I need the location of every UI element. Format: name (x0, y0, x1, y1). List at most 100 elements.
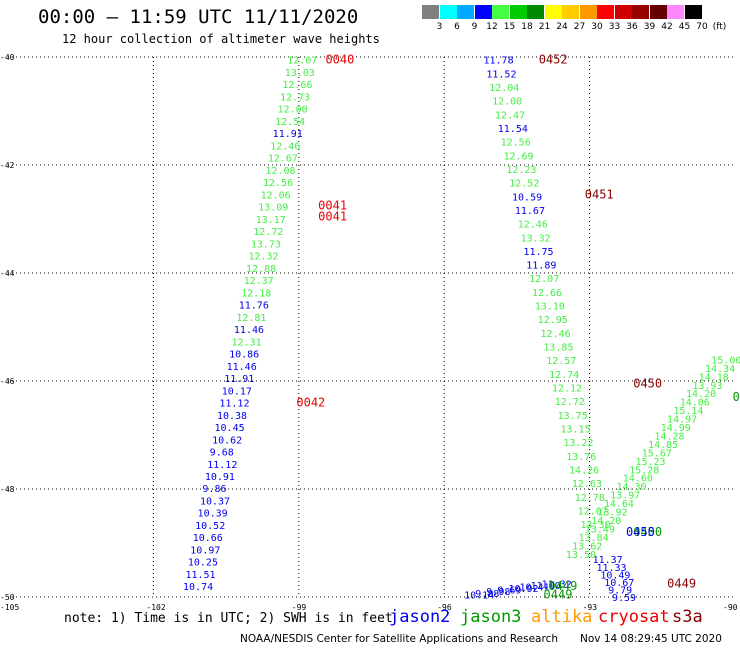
swh-value-label: 13.09 (258, 203, 288, 214)
swh-value-label: 14.30 (616, 482, 646, 493)
pass-id-label: 0450 (626, 525, 655, 539)
scale-swatch (632, 5, 649, 19)
swh-value-label: 10.74 (183, 582, 213, 593)
swh-value-label: 14.99 (661, 423, 691, 434)
swh-value-label: 13.15 (560, 424, 590, 435)
scale-label: 27 (573, 22, 586, 32)
scale-swatch (597, 5, 614, 19)
pass-id-label: 04 (733, 390, 740, 404)
swh-value-label: 13.97 (610, 491, 640, 502)
pass-id-label: 0449 (544, 587, 573, 601)
swh-value-label: 12.46 (518, 220, 548, 231)
swh-value-label: 13.93 (692, 381, 722, 392)
swh-value-label: 13.75 (558, 411, 588, 422)
scale-label: 6 (454, 22, 460, 32)
swh-value-label: 10.41 (520, 583, 550, 594)
x-tick-label: -96 (437, 603, 452, 612)
swh-value-label: 12.32 (248, 252, 278, 263)
swh-value-label: 13.62 (572, 541, 602, 552)
swh-value-label: 10.66 (193, 533, 223, 544)
scale-swatch (457, 5, 474, 19)
swh-value-label: 12.07 (578, 506, 608, 517)
scale-label: 18 (521, 22, 533, 32)
swh-value-label: 11.32 (542, 580, 572, 591)
swh-value-label: 14.20 (591, 516, 621, 527)
swh-value-label: 12.04 (489, 83, 519, 94)
x-tick-label: -105 (0, 603, 19, 612)
swh-value-label: 12.63 (572, 479, 602, 490)
y-tick-label: -42 (0, 161, 15, 170)
x-tick-label: -102 (146, 603, 165, 612)
swh-value-label: 13.76 (566, 452, 596, 463)
scale-label: 15 (503, 22, 516, 32)
swh-value-label: 15.00 (711, 355, 740, 366)
pass-id-label: 0451 (585, 188, 614, 202)
y-tick-label: -40 (0, 53, 15, 62)
x-tick-label: -93 (583, 603, 598, 612)
swh-value-label: 11.54 (498, 124, 528, 135)
pass-id-label: 0450 (633, 377, 662, 391)
swh-value-label: 9.59 (612, 593, 636, 604)
swh-value-label: 11.67 (515, 206, 545, 217)
pass-id-label: 0041 (318, 199, 347, 213)
swh-value-label: 10.97 (190, 545, 220, 556)
swh-value-label: 12.73 (280, 92, 310, 103)
swh-value-label: 12.07 (529, 274, 559, 285)
swh-value-label: 11.91 (224, 374, 254, 385)
pass-id-label: 0042 (296, 396, 325, 410)
swh-value-label: 12.74 (549, 370, 579, 381)
swh-value-label: 11.37 (593, 555, 623, 566)
swh-value-label: 9.69 (497, 586, 521, 597)
swh-value-label: 12.52 (509, 179, 539, 190)
scale-swatch (527, 5, 544, 19)
swh-value-label: 12.66 (532, 288, 562, 299)
pass-id-label: 0449 (667, 577, 696, 591)
swh-value-label: 10.92 (508, 584, 538, 595)
swh-value-label: 14.20 (686, 389, 716, 400)
swh-value-label: 10.38 (217, 411, 247, 422)
chart-subtitle: 12 hour collection of altimeter wave hei… (62, 32, 380, 46)
scale-swatch (649, 5, 667, 19)
scale-label: 70 (696, 22, 708, 32)
swh-value-label: 10.91 (205, 472, 235, 483)
y-tick-label: -44 (0, 269, 15, 278)
scale-label: 30 (591, 22, 603, 32)
swh-value-label: 13.73 (251, 239, 281, 250)
scale-label: 33 (608, 22, 621, 32)
swh-value-label: 10.37 (200, 496, 230, 507)
swh-value-label: 11.75 (523, 247, 553, 258)
scale-swatch (422, 5, 439, 19)
satellite-altika: altika (531, 607, 593, 627)
swh-value-label: 11.89 (526, 261, 556, 272)
swh-value-label: 14.85 (648, 440, 678, 451)
scale-swatch (562, 5, 579, 19)
chart-title: 00:00 – 11:59 UTC 11/11/2020 (38, 6, 359, 28)
scale-swatch (579, 5, 597, 19)
swh-value-label: 12.23 (506, 165, 536, 176)
scale-label: 3 (436, 22, 443, 32)
swh-value-label: 15.28 (629, 465, 659, 476)
swh-value-label: 11.46 (227, 362, 257, 373)
swh-value-label: 12.56 (501, 138, 531, 149)
swh-value-label: 13.50 (566, 550, 596, 561)
swh-value-label: 12.56 (263, 178, 293, 189)
swh-value-label: 11.51 (185, 570, 215, 581)
pass-id-label: 0452 (539, 53, 568, 67)
swh-value-label: 14.60 (623, 474, 653, 485)
swh-value-label: 12.95 (538, 315, 568, 326)
swh-value-label: 11.12 (207, 460, 237, 471)
scale-label: 39 (643, 22, 656, 32)
pass-id-label: 0449 (548, 579, 577, 593)
swh-value-label: 15.14 (673, 406, 703, 417)
swh-value-label: 12.31 (231, 337, 261, 348)
swh-value-label: 10.67 (604, 578, 634, 589)
swh-value-label: 10.52 (195, 521, 225, 532)
x-tick-label: -90 (723, 603, 738, 612)
y-tick-label: -46 (0, 377, 15, 386)
swh-value-label: 12.57 (546, 356, 576, 367)
swh-value-label: 12.66 (282, 80, 312, 91)
swh-value-label: 12.88 (246, 264, 276, 275)
pass-id-label: 0041 (318, 209, 347, 223)
